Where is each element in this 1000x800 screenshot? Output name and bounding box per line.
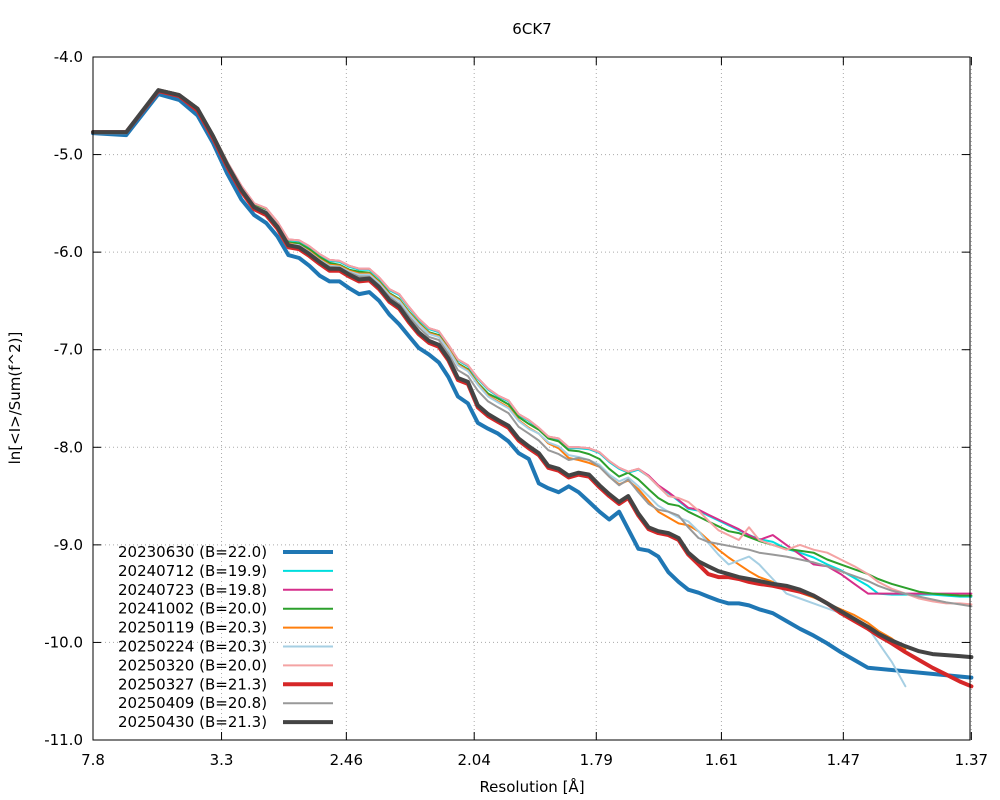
legend-label: 20240712 (B=19.9) (118, 562, 267, 580)
x-tick-label: 7.8 (81, 751, 105, 769)
series-line-7 (92, 88, 973, 606)
legend-label: 20241002 (B=20.0) (118, 600, 267, 618)
x-tick-label: 1.61 (705, 751, 738, 769)
series-line-4 (92, 88, 973, 597)
ticks: 7.8 3.3 2.46 2.04 1.79 1.61 1.47 1.37 -4.0 -5.0 -6… (44, 48, 988, 769)
y-tick-label: -10.0 (44, 633, 83, 651)
chart-title: 6CK7 (512, 20, 551, 38)
series-line-1 (91, 92, 974, 680)
x-axis-label: Resolution [Å] (479, 777, 584, 796)
legend-label: 20250327 (B=21.3) (118, 675, 267, 693)
legend-label: 20250409 (B=20.8) (118, 694, 267, 712)
legend-label: 20250119 (B=20.3) (118, 619, 267, 637)
y-tick-label: -9.0 (54, 536, 83, 554)
x-tick-label: 2.46 (330, 751, 363, 769)
legend-label: 20230630 (B=22.0) (118, 543, 267, 561)
x-tick-label: 1.79 (580, 751, 613, 769)
y-tick-label: -4.0 (54, 48, 83, 66)
series-line-10 (91, 88, 974, 660)
legend-label: 20240723 (B=19.8) (118, 581, 267, 599)
y-tick-label: -5.0 (54, 146, 83, 164)
y-tick-label: -8.0 (54, 438, 83, 456)
x-tick-label: 1.37 (955, 751, 988, 769)
y-tick-label: -7.0 (54, 341, 83, 359)
plot-area (93, 57, 970, 740)
plot-frame (92, 56, 971, 741)
legend-label: 20250320 (B=20.0) (118, 656, 267, 674)
y-tick-label: -6.0 (54, 243, 83, 261)
y-axis-label: ln[<I>/Sum(f^2)] (6, 332, 24, 465)
series-layer (91, 88, 974, 689)
x-tick-label: 2.04 (457, 751, 490, 769)
x-tick-label: 1.47 (827, 751, 860, 769)
legend-label: 20250430 (B=21.3) (118, 713, 267, 731)
legend: 20230630 (B=22.0)20240712 (B=19.9)202407… (118, 543, 333, 731)
x-tick-label: 3.3 (210, 751, 234, 769)
y-tick-label: -11.0 (44, 731, 83, 749)
legend-label: 20250224 (B=20.3) (118, 638, 267, 656)
